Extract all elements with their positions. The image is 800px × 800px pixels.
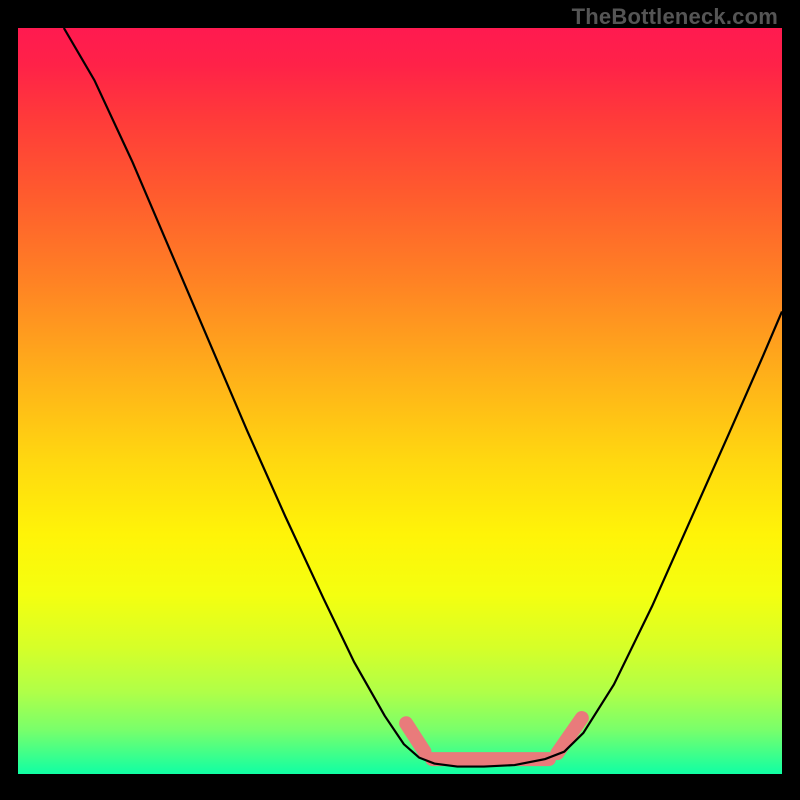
frame-border-bottom xyxy=(0,774,800,800)
heatmap-gradient xyxy=(18,28,782,774)
frame-border-left xyxy=(0,0,18,800)
frame-border-right xyxy=(782,0,800,800)
plot-area xyxy=(18,28,782,774)
watermark-text: TheBottleneck.com xyxy=(572,4,778,30)
